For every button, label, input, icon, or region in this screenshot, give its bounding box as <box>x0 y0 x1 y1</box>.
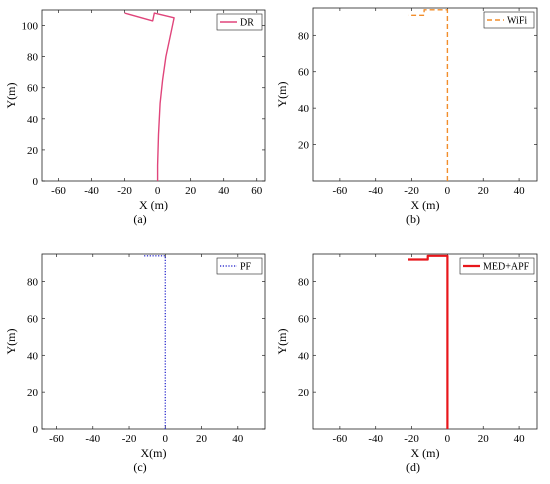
chart-panel: -60 -40 -20 0 20 40 60 0 20 40 60 80 100 X (m) Y(m) (a)… <box>4 9 266 226</box>
plot-area <box>312 7 538 182</box>
x-tick-label: 0 <box>163 433 169 445</box>
y-tick-label: 40 <box>298 350 310 362</box>
panel-caption: (d) <box>406 460 420 474</box>
x-tick-label: -60 <box>51 185 66 197</box>
y-tick-label: 80 <box>27 277 39 289</box>
y-axis-label: Y(m) <box>275 329 289 355</box>
legend-label: WiFi <box>507 16 527 27</box>
x-tick-label: 0 <box>445 433 451 445</box>
chart-panel: -60 -40 -20 0 20 40 0 20 40 60 80 X(m) Y(m) (c) PF <box>4 253 266 474</box>
y-tick-label: 20 <box>27 387 39 399</box>
x-tick-label: 40 <box>514 433 526 445</box>
series-line <box>408 9 449 181</box>
legend: PF <box>216 257 263 275</box>
panel-caption: (a) <box>133 212 146 226</box>
y-tick-label: 40 <box>27 114 39 126</box>
x-tick-label: -20 <box>404 185 419 197</box>
series-line <box>143 255 167 429</box>
x-tick-label: 0 <box>155 185 161 197</box>
series-line <box>408 254 449 429</box>
legend-box <box>216 13 263 31</box>
x-axis-label: X (m) <box>411 446 440 460</box>
panel-caption: (c) <box>133 460 146 474</box>
plot-area <box>41 9 266 182</box>
legend-box <box>459 257 535 275</box>
y-tick-label: 100 <box>22 21 39 33</box>
x-tick-label: -40 <box>368 433 383 445</box>
y-tick-label: 0 <box>33 424 39 436</box>
x-tick-label: -40 <box>84 185 99 197</box>
x-tick-label: 40 <box>218 185 230 197</box>
x-tick-label: 20 <box>478 185 490 197</box>
x-tick-label: 40 <box>232 433 244 445</box>
y-axis-label: Y(m) <box>275 82 289 108</box>
y-tick-label: 0 <box>33 176 39 188</box>
x-axis-label: X (m) <box>139 198 168 212</box>
series-line <box>124 12 175 181</box>
x-axis-label: X(m) <box>141 446 167 460</box>
y-tick-label: 80 <box>27 52 39 64</box>
x-tick-label: -60 <box>333 185 348 197</box>
x-axis-label: X (m) <box>411 198 440 212</box>
legend-label: DR <box>240 18 254 29</box>
y-tick-label: 20 <box>298 387 310 399</box>
x-tick-label: -60 <box>333 433 348 445</box>
y-axis-label: Y(m) <box>4 83 18 109</box>
plot-area <box>41 253 266 430</box>
y-tick-label: 40 <box>298 103 310 115</box>
x-tick-label: 20 <box>196 433 208 445</box>
x-tick-label: 60 <box>251 185 263 197</box>
y-tick-label: 20 <box>298 140 310 152</box>
x-tick-label: 20 <box>478 433 490 445</box>
x-tick-label: 40 <box>514 185 526 197</box>
y-tick-label: 60 <box>27 83 39 95</box>
y-tick-label: 20 <box>27 145 39 157</box>
x-tick-label: -60 <box>49 433 64 445</box>
chart-panel: -60 -40 -20 0 20 40 20 40 60 80 X (m) Y(m) (b) WiFi <box>275 7 538 226</box>
legend: DR <box>216 13 263 31</box>
x-tick-label: -20 <box>404 433 419 445</box>
y-tick-label: 80 <box>298 277 310 289</box>
legend: MED+APF <box>459 257 535 275</box>
plot-area <box>312 253 538 430</box>
x-tick-label: -40 <box>368 185 383 197</box>
legend-label: PF <box>240 262 252 273</box>
y-axis-label: Y(m) <box>4 329 18 355</box>
x-tick-label: 0 <box>445 185 451 197</box>
legend-label: MED+APF <box>483 262 530 273</box>
legend-box <box>483 11 535 29</box>
y-tick-label: 60 <box>27 313 39 325</box>
y-tick-label: 60 <box>298 67 310 79</box>
x-tick-label: -20 <box>122 433 137 445</box>
y-tick-label: 60 <box>298 313 310 325</box>
legend: WiFi <box>483 11 535 29</box>
chart-panel: -60 -40 -20 0 20 40 20 40 60 80 X (m) Y(m) (d) MED+AP… <box>275 253 538 474</box>
legend-box <box>216 257 263 275</box>
x-tick-label: -20 <box>117 185 132 197</box>
x-tick-label: 20 <box>185 185 197 197</box>
y-tick-label: 40 <box>27 350 39 362</box>
panel-caption: (b) <box>406 212 420 226</box>
y-tick-label: 80 <box>298 30 310 42</box>
x-tick-label: -40 <box>85 433 100 445</box>
